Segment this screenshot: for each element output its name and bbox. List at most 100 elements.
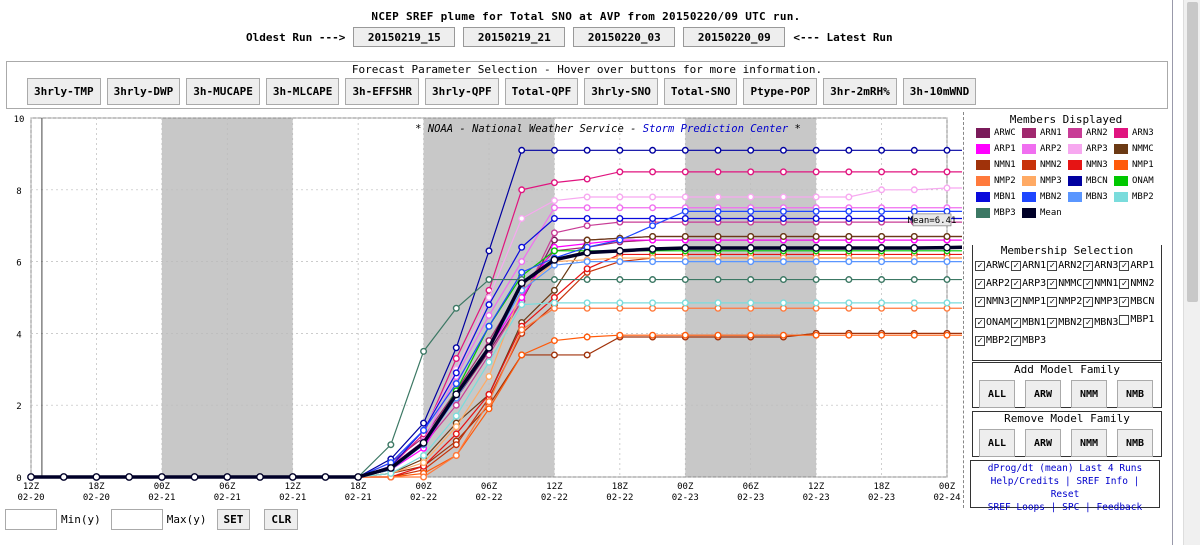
member-checkbox-nmn1[interactable]: ✓ NMN1: [1083, 275, 1118, 293]
param-button-3hrly-sno[interactable]: 3hrly-SNO: [584, 78, 658, 105]
max-y-input[interactable]: [110, 509, 163, 530]
param-button-3hrly-tmp[interactable]: 3hrly-TMP: [27, 78, 101, 105]
checkbox-box[interactable]: ✓: [975, 336, 985, 346]
add-family-arw-button[interactable]: ARW: [1025, 380, 1061, 408]
set-button[interactable]: SET: [216, 509, 251, 530]
checkbox-box[interactable]: ✓: [1083, 318, 1094, 328]
member-checkbox-arwc[interactable]: ✓ ARWC: [975, 257, 1010, 275]
checkbox-box[interactable]: ✓: [1083, 297, 1094, 307]
legend-item-mbn3: MBN3: [1068, 190, 1114, 204]
member-checkbox-arp2[interactable]: ✓ ARP2: [975, 275, 1010, 293]
checkbox-box[interactable]: ✓: [1119, 279, 1130, 289]
checkbox-box[interactable]: ✓: [1011, 318, 1022, 328]
param-button-total-sno[interactable]: Total-SNO: [663, 78, 738, 105]
scrollbar[interactable]: [1183, 0, 1200, 545]
param-button-3hr-2mrh[interactable]: 3hr-2mRH%: [823, 78, 897, 105]
param-button-total-qpf[interactable]: Total-QPF: [504, 78, 579, 105]
member-checkbox-nmmc[interactable]: ✓ NMMC: [1047, 275, 1082, 293]
member-checkbox-arn1[interactable]: ✓ ARN1: [1011, 257, 1046, 275]
add-family-nmb-button[interactable]: NMB: [1117, 380, 1153, 408]
checkbox-box[interactable]: ✓: [1011, 279, 1022, 289]
scrollbar-thumb[interactable]: [1187, 2, 1198, 302]
checkbox-box[interactable]: ✓: [1047, 297, 1058, 307]
mean-label: Mean=6.41: [908, 216, 957, 226]
member-checkbox-nmp3[interactable]: ✓ NMP3: [1083, 293, 1118, 311]
remove-family-nmm-button[interactable]: NMM: [1071, 429, 1107, 457]
data-point: [518, 326, 526, 334]
member-checkbox-onam[interactable]: ✓ ONAM: [975, 314, 1010, 332]
param-button-3h-mucape[interactable]: 3h-MUCAPE: [186, 78, 260, 105]
data-point: [779, 207, 787, 215]
param-button-3h-effshr[interactable]: 3h-EFFSHR: [345, 78, 420, 105]
member-checkbox-nmn2[interactable]: ✓ NMN2: [1119, 275, 1154, 293]
member-checkbox-nmp2[interactable]: ✓ NMP2: [1047, 293, 1082, 311]
member-checkbox-arp3[interactable]: ✓ ARP3: [1011, 275, 1046, 293]
checkbox-box[interactable]: ✓: [1011, 297, 1022, 307]
link-reset[interactable]: Reset: [1050, 489, 1080, 500]
add-family-nmm-button[interactable]: NMM: [1071, 380, 1107, 408]
link-loops[interactable]: SREF Loops | SPC | Feedback: [987, 502, 1143, 513]
checkbox-box[interactable]: ✓: [1047, 318, 1058, 328]
data-point: [387, 441, 395, 449]
run-button-4[interactable]: 20150220_09: [683, 27, 786, 47]
min-y-label: Min(y): [61, 513, 101, 526]
member-checkbox-arp1[interactable]: ✓ ARP1: [1119, 257, 1154, 275]
link-dprog[interactable]: dProg/dt (mean) Last 4 Runs: [987, 463, 1143, 474]
data-point: [746, 244, 755, 252]
checkbox-box[interactable]: ✓: [975, 318, 985, 328]
checkbox-box[interactable]: ✓: [1083, 279, 1094, 289]
member-checkbox-mbcn[interactable]: ✓ MBCN: [1119, 293, 1154, 311]
data-point: [583, 146, 591, 154]
checkbox-box[interactable]: ✓: [1011, 261, 1022, 271]
member-checkbox-arn2[interactable]: ✓ ARN2: [1047, 257, 1082, 275]
data-point: [943, 232, 951, 240]
checkbox-label: NMN2: [1130, 278, 1155, 289]
checkbox-box[interactable]: ✓: [1011, 336, 1022, 346]
checkbox-box[interactable]: ✓: [975, 297, 985, 307]
checkbox-box[interactable]: ✓: [1119, 297, 1130, 307]
data-point: [485, 322, 493, 330]
member-checkbox-mbp2[interactable]: ✓ MBP2: [975, 332, 1010, 350]
run-button-3[interactable]: 20150220_03: [573, 27, 676, 47]
chart-title-link[interactable]: Storm Prediction Center: [643, 123, 789, 135]
param-button-3h-mlcape[interactable]: 3h-MLCAPE: [265, 78, 340, 105]
member-checkbox-mbp1[interactable]: MBP1: [1119, 311, 1154, 329]
member-checkbox-arn3[interactable]: ✓ ARN3: [1083, 257, 1118, 275]
latest-run-label: <--- Latest Run: [793, 30, 893, 44]
checkbox-box[interactable]: ✓: [975, 279, 985, 289]
clear-button[interactable]: CLR: [264, 509, 299, 530]
legend-item-mbn1: MBN1: [976, 190, 1022, 204]
legend-swatch: [976, 192, 990, 202]
member-checkbox-nmp1[interactable]: ✓ NMP1: [1011, 293, 1046, 311]
data-point: [485, 351, 493, 359]
checkbox-box[interactable]: [1119, 315, 1130, 325]
param-button-3h-10mwnd[interactable]: 3h-10mWND: [902, 78, 977, 105]
checkbox-box[interactable]: ✓: [1047, 279, 1058, 289]
param-button-3hrly-qpf[interactable]: 3hrly-QPF: [425, 78, 499, 105]
run-button-1[interactable]: 20150219_15: [353, 27, 456, 47]
param-button-3hrly-dwp[interactable]: 3hrly-DWP: [106, 78, 181, 105]
checkbox-box[interactable]: ✓: [1119, 261, 1130, 271]
run-button-2[interactable]: 20150219_21: [463, 27, 566, 47]
remove-family-nmb-button[interactable]: NMB: [1117, 429, 1153, 457]
add-family-all-button[interactable]: ALL: [979, 380, 1015, 408]
remove-family-arw-button[interactable]: ARW: [1025, 429, 1061, 457]
checkbox-box[interactable]: ✓: [1047, 261, 1058, 271]
min-y-input[interactable]: [5, 509, 57, 530]
link-help[interactable]: Help/Credits | SREF Info |: [990, 476, 1140, 487]
checkbox-box[interactable]: ✓: [1083, 261, 1094, 271]
data-point: [125, 473, 134, 481]
member-checkbox-mbn1[interactable]: ✓ MBN1: [1011, 314, 1046, 332]
member-checkbox-mbn2[interactable]: ✓ MBN2: [1047, 314, 1082, 332]
checkbox-box[interactable]: ✓: [975, 261, 985, 271]
data-point: [583, 258, 591, 266]
data-point: [714, 232, 722, 240]
legend-label: MBN3: [1086, 192, 1108, 202]
member-checkbox-nmn3[interactable]: ✓ NMN3: [975, 293, 1010, 311]
member-checkbox-mbp3[interactable]: ✓ MBP3: [1011, 332, 1046, 350]
y-tick-label: 6: [16, 259, 21, 269]
member-checkbox-mbn3[interactable]: ✓ MBN3: [1083, 314, 1118, 332]
data-point: [649, 204, 657, 212]
param-button-ptype-pop[interactable]: Ptype-POP: [743, 78, 818, 105]
remove-family-all-button[interactable]: ALL: [979, 429, 1015, 457]
